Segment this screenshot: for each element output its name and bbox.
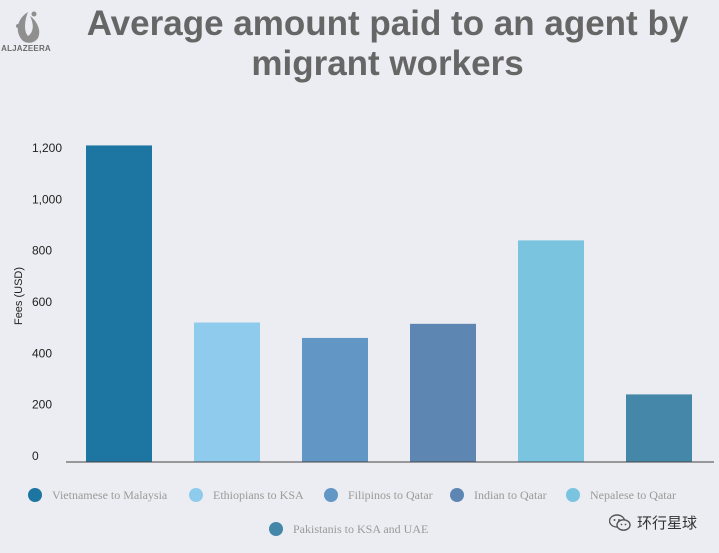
legend-label[interactable]: Pakistanis to KSA and UAE (293, 522, 428, 536)
aljazeera-logo (16, 11, 40, 43)
legend-label[interactable]: Nepalese to Qatar (590, 488, 676, 502)
bars (86, 145, 692, 462)
legend-marker[interactable] (450, 488, 464, 502)
chart-title: Average amount paid to an agent by migra… (86, 4, 689, 83)
wechat-icon (608, 513, 631, 531)
y-tick-label: 600 (32, 295, 52, 309)
legend-label[interactable]: Filipinos to Qatar (348, 488, 433, 502)
watermark-text: 环行星球 (636, 515, 697, 532)
logo-text: ALJAZEERA (1, 44, 51, 53)
y-tick-label: 1,200 (32, 141, 62, 155)
legend-marker[interactable] (28, 488, 42, 502)
bar-5[interactable] (518, 240, 584, 462)
legend-marker[interactable] (269, 522, 283, 536)
y-axis-title: Fees (USD) (13, 267, 25, 325)
legend-label[interactable]: Vietnamese to Malaysia (52, 488, 168, 502)
legend-marker[interactable] (189, 488, 203, 502)
y-tick-label: 400 (32, 346, 52, 360)
bar-6[interactable] (626, 394, 692, 462)
legend-label[interactable]: Indian to Qatar (474, 488, 547, 502)
legend-label[interactable]: Ethiopians to KSA (213, 488, 304, 502)
bar-2[interactable] (194, 322, 260, 462)
bar-4[interactable] (410, 323, 476, 462)
y-tick-label: 1,000 (32, 192, 62, 206)
y-tick-label: 200 (32, 398, 52, 412)
y-axis: 0 200 400 600 800 1,000 1,200 (32, 141, 62, 463)
legend-marker[interactable] (566, 488, 580, 502)
watermark: 环行星球 (608, 512, 697, 533)
legend-marker[interactable] (324, 488, 338, 502)
legend: Vietnamese to Malaysia Ethiopians to KSA F… (28, 488, 676, 536)
bar-3[interactable] (302, 337, 368, 462)
y-tick-label: 0 (32, 449, 39, 463)
bar-1[interactable] (86, 145, 152, 462)
y-tick-label: 800 (32, 244, 52, 258)
